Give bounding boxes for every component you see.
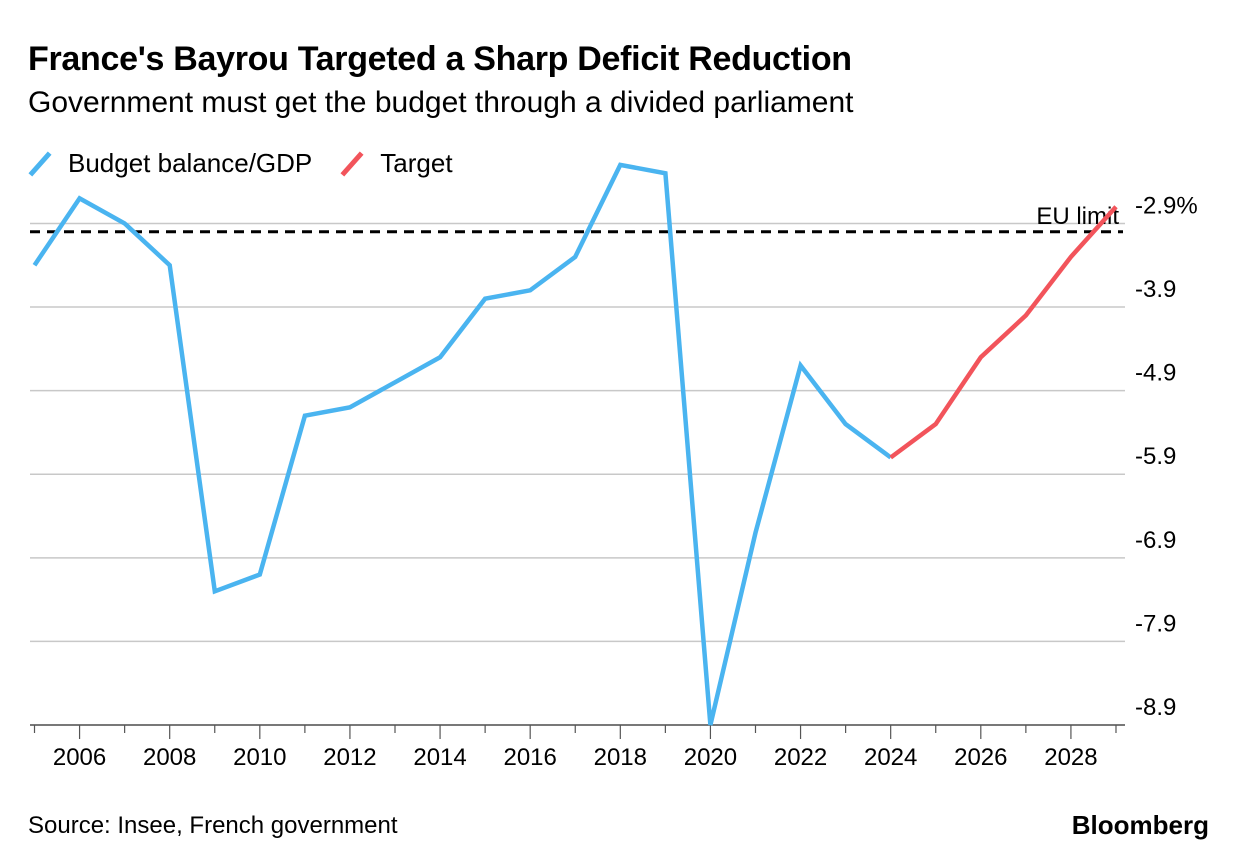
series-line-target <box>889 205 1118 460</box>
x-tick-label: 2014 <box>413 744 466 771</box>
legend: Budget balance/GDP Target <box>28 148 481 179</box>
y-tick-label: -5.9 <box>1135 443 1176 470</box>
x-tick-label: 2006 <box>53 744 106 771</box>
x-tick-label: 2016 <box>503 744 556 771</box>
y-tick-label: -7.9 <box>1135 610 1176 637</box>
x-tick-label: 2010 <box>233 744 286 771</box>
x-axis: 2006 2008 2010 2012 2014 2016 2018 2020 2022 2024… <box>30 724 1125 771</box>
brand-logo: Bloomberg <box>1071 810 1209 840</box>
x-tick-label: 2018 <box>594 744 647 771</box>
y-tick-label: -3.9 <box>1135 276 1176 303</box>
y-tick-label: -4.9 <box>1135 360 1176 387</box>
x-tick-label: 2024 <box>864 744 917 771</box>
source-note: Source: Insee, French government <box>28 812 398 839</box>
legend-swatch-budget <box>28 150 52 177</box>
x-tick-label: 2020 <box>684 744 737 771</box>
y-tick-label: -8.9 <box>1135 694 1176 721</box>
legend-label-target: Target <box>380 148 453 178</box>
legend-swatch-target-line <box>340 150 364 177</box>
x-tick-label: 2008 <box>143 744 196 771</box>
x-tick-label: 2028 <box>1044 744 1097 771</box>
y-tick-label: -2.9% <box>1135 192 1198 219</box>
legend-label-budget: Budget balance/GDP <box>68 148 313 178</box>
chart-title: France's Bayrou Targeted a Sharp Deficit… <box>28 40 852 78</box>
x-tick-label: 2012 <box>323 744 376 771</box>
series-lines <box>32 162 1118 726</box>
x-tick-label: 2026 <box>954 744 1007 771</box>
y-axis: -2.9% -3.9 -4.9 -5.9 -6.9 -7.9 -8.9 <box>1135 192 1198 721</box>
gridlines <box>30 222 1125 726</box>
y-tick-label: -6.9 <box>1135 527 1176 554</box>
x-tick-label: 2022 <box>774 744 827 771</box>
eu-limit-reference: EU limit <box>30 203 1123 234</box>
legend-swatch-budget-line <box>28 150 52 177</box>
legend-item-target: Target <box>340 148 453 179</box>
chart-subtitle: Government must get the budget through a… <box>28 86 854 119</box>
legend-item-budget: Budget balance/GDP <box>28 148 312 179</box>
series-line-budget-balance <box>32 162 893 726</box>
legend-swatch-target <box>340 150 364 177</box>
